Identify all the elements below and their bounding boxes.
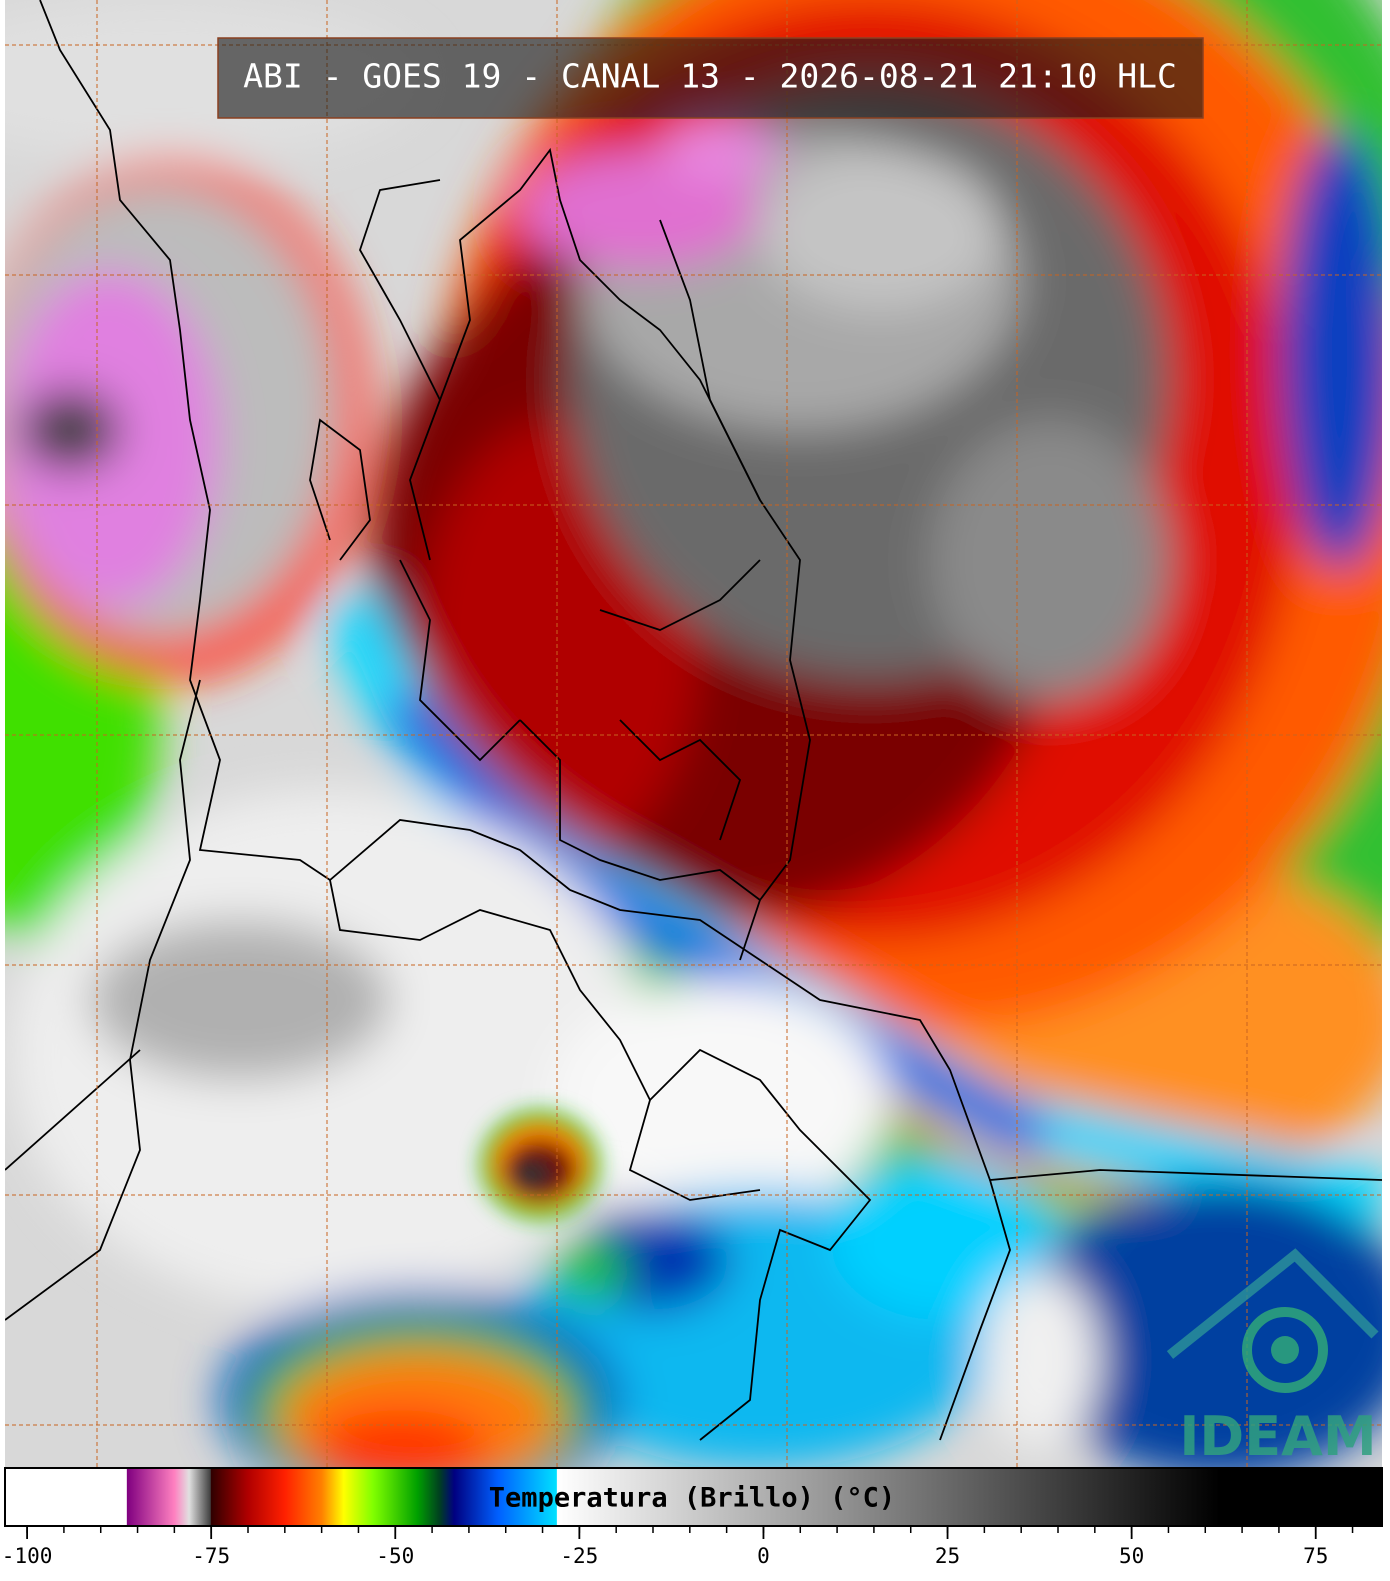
x-tick-label: -50 xyxy=(376,1544,414,1568)
satellite-image: IDEAM xyxy=(5,0,1382,1468)
colorbar: Temperatura (Brillo) (°C) -100 -75 -50 -25 0… xyxy=(2,1467,1383,1568)
x-tick-label: 50 xyxy=(1119,1544,1144,1568)
x-tick-label: 75 xyxy=(1303,1544,1328,1568)
title: ABI - GOES 19 - CANAL 13 - 2026-08-21 21… xyxy=(243,57,1177,96)
borders xyxy=(5,0,1382,1441)
x-tick-label: 0 xyxy=(757,1544,770,1568)
title-box xyxy=(217,37,1204,119)
x-tick-label: -25 xyxy=(560,1544,598,1568)
logo: IDEAM xyxy=(1166,1248,1379,1468)
colorbar-ramp xyxy=(4,1467,1383,1527)
x-tick-label: -100 xyxy=(2,1544,53,1568)
x-tick-label: -75 xyxy=(192,1544,230,1568)
x-tick-label: 25 xyxy=(935,1544,960,1568)
logo-text: IDEAM xyxy=(1179,1405,1376,1468)
colorbar-label: Temperatura (Brillo) (°C) xyxy=(489,1483,895,1514)
